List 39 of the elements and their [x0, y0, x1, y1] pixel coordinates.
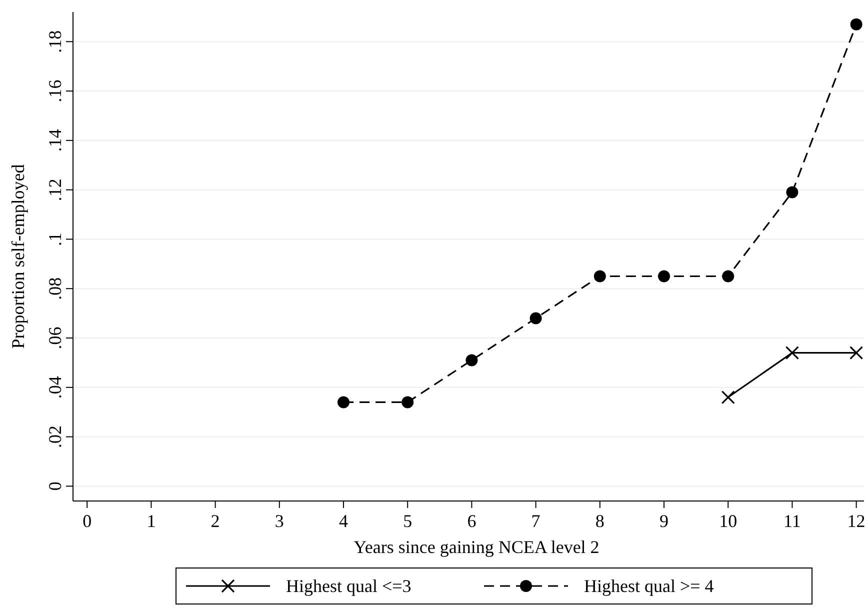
y-tick-label: .02: [45, 426, 65, 448]
y-axis-title: Proportion self-employed: [8, 164, 28, 349]
point: [721, 390, 735, 404]
y-tick-label: .12: [45, 178, 65, 202]
point: [850, 18, 862, 30]
x-tick-label: 12: [847, 511, 866, 531]
point: [786, 186, 798, 198]
y-tick-label: 0: [45, 482, 65, 491]
x-tick-label: 8: [595, 511, 604, 531]
legend-label: Highest qual <=3: [286, 576, 412, 596]
x-tick-label: 0: [82, 511, 92, 531]
point: [658, 270, 670, 282]
x-tick-label: 10: [719, 511, 738, 531]
x-tick-label: 4: [339, 511, 348, 531]
y-tick-label: .08: [45, 277, 65, 300]
x-tick-label: 7: [531, 511, 540, 531]
x-tick-label: 9: [660, 511, 669, 531]
x-tick-label: 6: [467, 511, 476, 531]
x-tick-label: 5: [403, 511, 412, 531]
point: [466, 354, 478, 366]
y-tick-label: .16: [45, 80, 65, 102]
point: [850, 346, 864, 360]
point: [785, 346, 800, 360]
x-tick-label: 3: [274, 511, 284, 531]
legend-label: Highest qual >= 4: [584, 576, 714, 596]
x-tick-label: 2: [210, 511, 220, 531]
y-tick-label: .18: [45, 30, 65, 53]
y-tick-label: .14: [45, 129, 65, 152]
point: [722, 270, 734, 282]
y-tick-label: .04: [45, 376, 65, 399]
point: [402, 396, 414, 408]
x-axis-title: Years since gaining NCEA level 2: [354, 537, 600, 557]
y-tick-label: .06: [45, 326, 65, 350]
x-tick-label: 11: [784, 511, 801, 531]
point: [530, 312, 542, 324]
y-tick-label: .1: [45, 232, 65, 246]
x-tick-label: 1: [146, 511, 156, 531]
point: [338, 396, 350, 408]
point: [594, 270, 606, 282]
